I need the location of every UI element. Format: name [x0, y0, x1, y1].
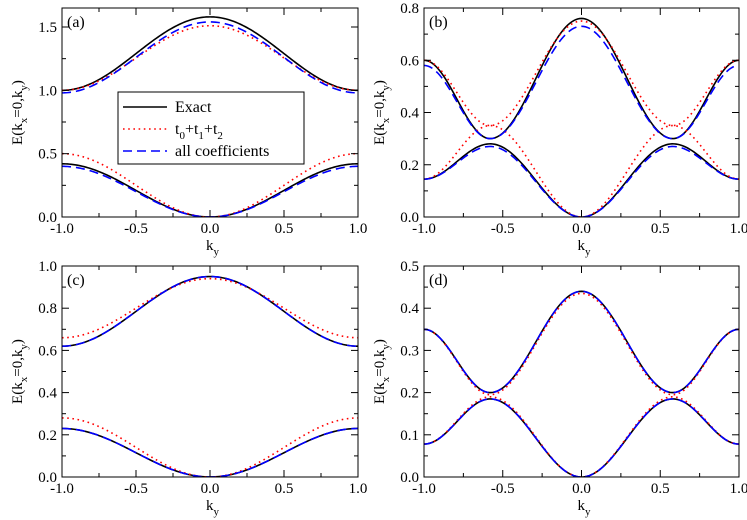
- y-tick-label: 0.5: [38, 147, 57, 163]
- y-tick-label: 0.1: [400, 428, 419, 444]
- x-tick-label: -0.5: [491, 481, 515, 497]
- curves: [424, 290, 739, 477]
- x-tick-label: 0.5: [275, 481, 294, 497]
- y-axis-label: E(kx=0,ky): [372, 339, 392, 404]
- series-t0-t1-t2-lower-line: [424, 124, 739, 217]
- x-tick-label: -1.0: [50, 221, 74, 237]
- y-tick-label: 0.0: [400, 210, 419, 226]
- series-t0-t1-t2-upper-line: [424, 20, 739, 127]
- x-tick-label: 0.0: [201, 221, 220, 237]
- y-tick-label: 1.5: [38, 20, 57, 36]
- series-exact-lower-line: [62, 427, 358, 477]
- y-tick-label: 0.0: [400, 470, 419, 486]
- panel-label: (d): [429, 272, 448, 289]
- series-exact-upper-line: [62, 16, 358, 92]
- legend-entry-label: Exact: [175, 99, 212, 116]
- x-axis-label: ky: [206, 238, 220, 258]
- x-tick-label: 0.5: [275, 221, 294, 237]
- x-tick-label: -1.0: [412, 221, 436, 237]
- x-axis-label: ky: [578, 238, 592, 258]
- series-all-coefficients-upper-line: [62, 21, 358, 94]
- series-all-coefficients-lower-line: [62, 427, 358, 477]
- x-tick-label: -0.5: [491, 221, 515, 237]
- series-exact-lower-line: [424, 143, 739, 217]
- y-tick-label: 0.2: [38, 428, 57, 444]
- x-axis-label: ky: [206, 498, 220, 518]
- panel-a: -1.0 -0.5 0.0 0.5 1.0 0.0 0.5 1.0 1.5 (a) ky E(kx=0…: [10, 7, 368, 258]
- y-tick-label: 0.4: [400, 301, 419, 317]
- plot-frame: [423, 7, 740, 218]
- x-tick-label: -0.5: [124, 481, 148, 497]
- y-tick-label: 0.8: [400, 1, 419, 17]
- panel-b: -1.0 -0.5 0.0 0.5 1.0 0.0 0.2 0.4 0.6 0.8 (b) ky E(k…: [372, 1, 747, 258]
- series-exact-upper-line: [424, 17, 739, 140]
- legend-box: [117, 91, 305, 165]
- x-tick-label: 1.0: [730, 481, 747, 497]
- y-axis-label: E(kx=0,ky): [10, 80, 30, 145]
- series-all-coefficients-upper-line: [424, 290, 739, 394]
- y-axis-label: E(kx=0,ky): [10, 339, 30, 404]
- x-tick-label: 1.0: [349, 221, 368, 237]
- y-tick-label: 0.5: [400, 259, 419, 275]
- curves: [62, 275, 358, 477]
- series-t0-t1-t2-lower-line: [424, 396, 739, 477]
- plot-frame: [423, 265, 740, 478]
- x-tick-label: 0.5: [651, 221, 670, 237]
- series-t0-t1-t2-lower-line: [62, 152, 358, 217]
- series-exact-lower-line: [62, 163, 358, 217]
- y-tick-label: 0.3: [400, 343, 419, 359]
- y-tick-label: 0.0: [38, 470, 57, 486]
- curves: [424, 17, 739, 217]
- x-tick-label: 0.5: [651, 481, 670, 497]
- series-all-coefficients-upper-line: [424, 25, 739, 140]
- y-tick-label: 0.8: [38, 301, 57, 317]
- x-tick-label: 0.0: [201, 481, 220, 497]
- panel-label: (a): [67, 14, 85, 31]
- legend-entry-label: all coefficients: [175, 143, 269, 160]
- y-tick-label: 0.6: [38, 343, 57, 359]
- y-tick-label: 0.6: [400, 53, 419, 69]
- x-tick-label: 1.0: [730, 221, 747, 237]
- panel-label: (b): [429, 14, 448, 31]
- legend-entry-label: t0+t1+t2: [175, 121, 223, 142]
- y-tick-label: 0.4: [38, 386, 57, 402]
- x-tick-label: 0.0: [572, 481, 591, 497]
- series-t0-t1-t2-upper-line: [62, 277, 358, 339]
- x-tick-label: -0.5: [124, 221, 148, 237]
- x-tick-label: -1.0: [50, 481, 74, 497]
- series-exact-upper-line: [424, 290, 739, 394]
- series-t0-t1-t2-upper-line: [62, 24, 358, 92]
- series-all-coefficients-lower-line: [424, 145, 739, 217]
- panel-label: (c): [67, 272, 85, 289]
- curves: [62, 16, 358, 217]
- series-all-coefficients-lower-line: [424, 398, 739, 477]
- x-tick-label: 1.0: [349, 481, 368, 497]
- y-tick-label: 1.0: [38, 259, 57, 275]
- y-tick-label: 1.0: [38, 83, 57, 99]
- x-axis-label: ky: [578, 498, 592, 518]
- series-exact-upper-line: [62, 275, 358, 347]
- y-axis-label: E(kx=0,ky): [372, 80, 392, 145]
- series-exact-lower-line: [424, 398, 739, 477]
- panel-c: -1.0 -0.5 0.0 0.5 1.0 0.0 0.2 0.4 0.6 0.8 1.0 (c) ky…: [10, 259, 367, 518]
- y-tick-label: 0.2: [400, 386, 419, 402]
- y-tick-label: 0.4: [400, 106, 419, 122]
- y-tick-label: 0.2: [400, 158, 419, 174]
- series-t0-t1-t2-lower-line: [62, 417, 358, 477]
- series-all-coefficients-upper-line: [62, 275, 358, 347]
- plot-frame: [61, 265, 359, 478]
- panel-d: -1.0 -0.5 0.0 0.5 1.0 0.0 0.1 0.2 0.3 0.4 0.5 (d) ky…: [372, 259, 747, 518]
- x-tick-label: -1.0: [412, 481, 436, 497]
- x-tick-label: 0.0: [572, 221, 591, 237]
- y-tick-label: 0.0: [38, 210, 57, 226]
